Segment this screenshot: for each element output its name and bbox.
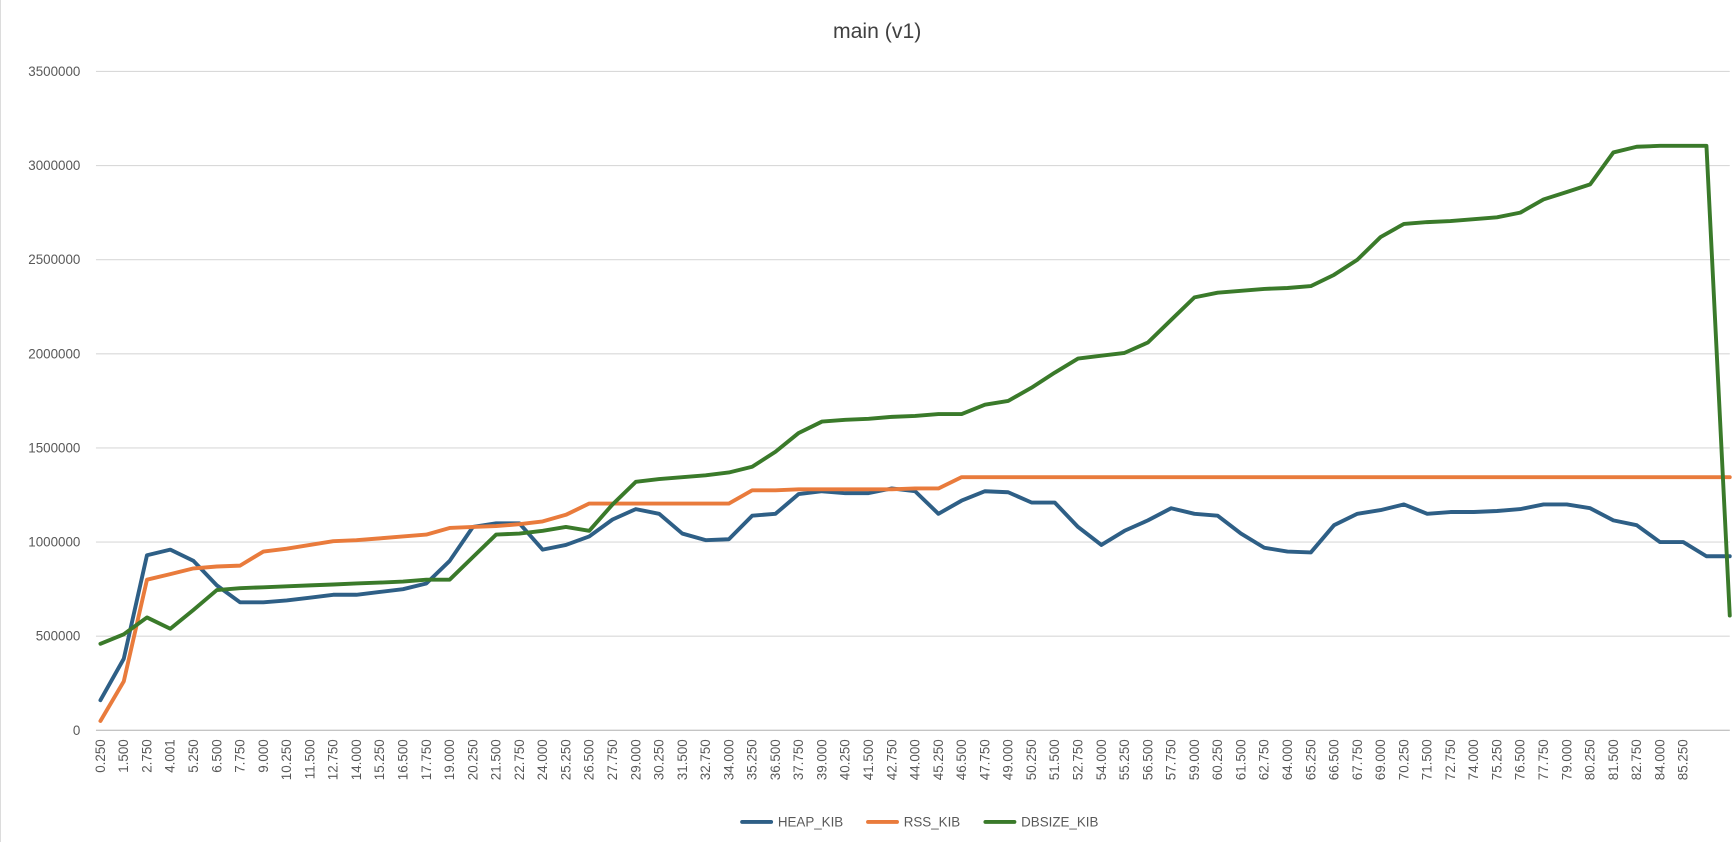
- x-tick-label: 66.500: [1327, 739, 1342, 780]
- x-tick-label: 49.000: [1001, 739, 1016, 780]
- x-tick-label: 40.250: [838, 739, 853, 780]
- x-tick-label: 55.250: [1117, 739, 1132, 780]
- x-tick-label: 59.000: [1187, 739, 1202, 780]
- x-tick-label: 19.000: [442, 739, 457, 780]
- x-tick-label: 12.750: [326, 739, 341, 780]
- x-tick-label: 65.250: [1303, 739, 1318, 780]
- x-tick-label: 35.250: [745, 739, 760, 780]
- x-tick-label: 76.500: [1513, 739, 1528, 780]
- x-tick-label: 50.250: [1024, 739, 1039, 780]
- x-tick-label: 69.000: [1373, 739, 1388, 780]
- x-tick-label: 10.250: [279, 739, 294, 780]
- x-tick-label: 46.500: [954, 739, 969, 780]
- y-tick-label: 3500000: [28, 64, 80, 79]
- x-tick-label: 0.250: [93, 739, 108, 772]
- x-tick-label: 60.250: [1210, 739, 1225, 780]
- x-tick-label: 20.250: [465, 739, 480, 780]
- x-tick-label: 79.000: [1559, 739, 1574, 780]
- x-tick-label: 82.750: [1629, 739, 1644, 780]
- x-tick-label: 71.500: [1420, 739, 1435, 780]
- x-tick-label: 16.500: [395, 739, 410, 780]
- x-tick-label: 84.000: [1652, 739, 1667, 780]
- x-tick-label: 47.750: [977, 739, 992, 780]
- x-tick-label: 31.500: [675, 739, 690, 780]
- x-tick-label: 75.250: [1489, 739, 1504, 780]
- x-tick-label: 22.750: [512, 739, 527, 780]
- x-tick-label: 26.500: [582, 739, 597, 780]
- y-tick-label: 2000000: [28, 346, 80, 361]
- chart-title: main (v1): [833, 20, 921, 43]
- legend-label: RSS_KIB: [904, 814, 961, 829]
- x-tick-label: 21.500: [489, 739, 504, 780]
- series-line: [98, 486, 1732, 703]
- x-tick-label: 44.000: [908, 739, 923, 780]
- x-tick-label: 52.750: [1071, 739, 1086, 780]
- x-tick-label: 67.750: [1350, 739, 1365, 780]
- x-tick-label: 54.000: [1094, 739, 1109, 780]
- series-line: [98, 143, 1732, 646]
- y-tick-label: 2500000: [28, 252, 80, 267]
- x-tick-label: 41.500: [861, 739, 876, 780]
- x-tick-label: 7.750: [233, 739, 248, 772]
- x-tick-label: 42.750: [884, 739, 899, 780]
- x-tick-label: 74.000: [1466, 739, 1481, 780]
- y-tick-label: 3000000: [28, 158, 80, 173]
- y-tick-label: 500000: [36, 629, 81, 644]
- x-tick-label: 34.000: [721, 739, 736, 780]
- x-tick-label: 30.250: [652, 739, 667, 780]
- x-tick-label: 80.250: [1583, 739, 1598, 780]
- x-tick-label: 81.500: [1606, 739, 1621, 780]
- x-tick-label: 37.750: [791, 739, 806, 780]
- x-tick-label: 62.750: [1257, 739, 1272, 780]
- x-tick-label: 56.500: [1140, 739, 1155, 780]
- y-tick-label: 0: [73, 723, 80, 738]
- x-tick-label: 14.000: [349, 739, 364, 780]
- x-tick-label: 4.001: [163, 739, 178, 772]
- x-tick-label: 6.500: [209, 739, 224, 772]
- legend-label: DBSIZE_KIB: [1021, 814, 1098, 829]
- x-tick-label: 29.000: [628, 739, 643, 780]
- x-tick-label: 9.000: [256, 739, 271, 772]
- x-tick-label: 1.500: [116, 739, 131, 772]
- x-tick-label: 2.750: [139, 739, 154, 772]
- y-tick-label: 1000000: [28, 535, 80, 550]
- x-tick-label: 17.750: [419, 739, 434, 780]
- x-tick-label: 77.750: [1536, 739, 1551, 780]
- x-tick-label: 70.250: [1396, 739, 1411, 780]
- legend-label: HEAP_KIB: [778, 814, 843, 829]
- x-tick-label: 39.000: [814, 739, 829, 780]
- x-tick-label: 15.250: [372, 739, 387, 780]
- x-tick-label: 27.750: [605, 739, 620, 780]
- x-tick-label: 57.750: [1164, 739, 1179, 780]
- x-tick-label: 11.500: [302, 739, 317, 779]
- x-tick-label: 32.750: [698, 739, 713, 780]
- x-tick-label: 85.250: [1676, 739, 1691, 780]
- x-tick-label: 61.500: [1233, 739, 1248, 780]
- x-tick-label: 64.000: [1280, 739, 1295, 780]
- x-tick-label: 72.750: [1443, 739, 1458, 780]
- x-tick-label: 5.250: [186, 739, 201, 772]
- x-tick-label: 51.500: [1047, 739, 1062, 780]
- series-line: [98, 475, 1732, 723]
- x-tick-label: 45.250: [931, 739, 946, 780]
- x-tick-label: 36.500: [768, 739, 783, 780]
- x-tick-label: 25.250: [558, 739, 573, 780]
- y-tick-label: 1500000: [28, 440, 80, 455]
- x-tick-label: 24.000: [535, 739, 550, 780]
